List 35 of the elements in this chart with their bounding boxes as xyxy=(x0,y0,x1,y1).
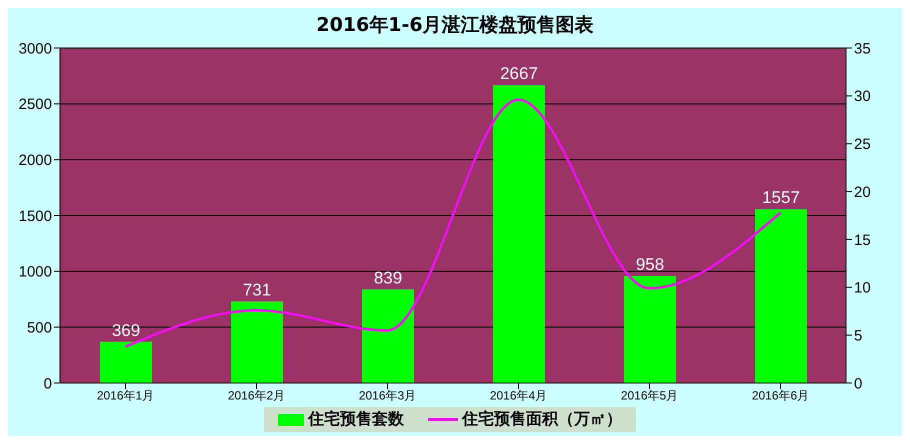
y-tick-label: 1000 xyxy=(18,264,52,281)
x-tick-label: 2016年4月 xyxy=(490,388,548,403)
y-tick-label: 2000 xyxy=(18,152,52,169)
y-tick-label: 2500 xyxy=(18,96,52,114)
data-label: 839 xyxy=(374,268,402,288)
y-tick-label: 500 xyxy=(26,319,52,336)
data-label: 1557 xyxy=(762,188,800,208)
y2-tick-label: 15 xyxy=(854,232,871,249)
y2-tick-label: 20 xyxy=(854,184,871,201)
y-tick-label: 0 xyxy=(44,375,52,392)
bar xyxy=(362,289,414,383)
x-tick-label: 2016年2月 xyxy=(228,388,286,403)
y2-tick-label: 25 xyxy=(854,136,871,154)
y2-tick-label: 30 xyxy=(854,88,871,106)
x-tick-label: 2016年3月 xyxy=(358,388,416,403)
y2-tick-label: 35 xyxy=(854,40,871,58)
y2-tick-label: 5 xyxy=(854,327,862,344)
bar xyxy=(755,209,807,383)
bar xyxy=(231,301,283,383)
data-label: 2667 xyxy=(500,64,538,84)
x-tick-label: 2016年6月 xyxy=(752,388,810,403)
x-tick-label: 2016年5月 xyxy=(620,388,678,403)
bar xyxy=(100,342,152,383)
y2-tick-label: 0 xyxy=(854,375,862,392)
chart-title: 2016年1-6月湛江楼盘预售图表 xyxy=(315,13,595,38)
bar xyxy=(624,276,676,383)
legend-label: 住宅预售面积（万㎡） xyxy=(462,409,622,430)
y2-tick-label: 10 xyxy=(854,280,871,297)
data-label: 958 xyxy=(636,255,664,274)
y-tick-label: 1500 xyxy=(18,208,52,225)
x-tick-label: 2016年1月 xyxy=(96,388,154,403)
data-label: 731 xyxy=(242,280,272,300)
y-tick-label: 3000 xyxy=(18,40,52,58)
bar xyxy=(493,85,545,383)
legend-label: 住宅预售套数 xyxy=(308,409,404,430)
